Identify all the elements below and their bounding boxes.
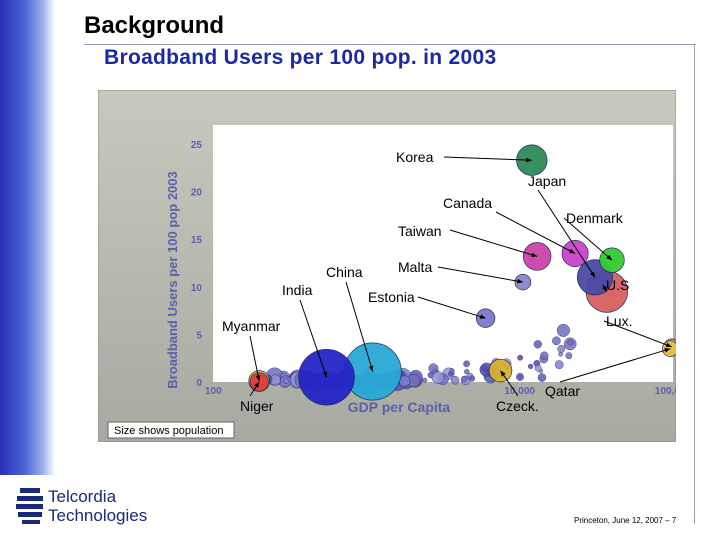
background-country-bubble bbox=[517, 354, 524, 361]
label-denmark: Denmark bbox=[566, 210, 624, 226]
size-note-box bbox=[107, 421, 235, 439]
background-country-bubble bbox=[468, 375, 476, 382]
background-country-bubble bbox=[460, 375, 468, 383]
background-country-bubble bbox=[534, 364, 542, 372]
point-malta bbox=[514, 273, 532, 291]
background-country-bubble bbox=[552, 336, 561, 346]
background-country-bubble bbox=[557, 344, 566, 353]
pointer-myanmar bbox=[249, 335, 260, 382]
x-tick-label: 100 bbox=[205, 386, 222, 397]
pointer-japan-arrowhead bbox=[590, 271, 595, 278]
annotation-pointers bbox=[249, 156, 672, 397]
x-tick-label: 10,000 bbox=[504, 386, 535, 397]
logo-line-telcordia: Telcordia bbox=[48, 487, 117, 506]
slide-title: Background bbox=[84, 12, 225, 39]
pointer-india-arrowhead bbox=[322, 371, 327, 378]
background-country-bubble bbox=[464, 368, 470, 375]
label-india: India bbox=[282, 282, 313, 298]
background-country-bubble bbox=[567, 339, 574, 346]
pointer-czeck-arrowhead bbox=[500, 370, 506, 377]
y-tick-label: 15 bbox=[191, 235, 203, 246]
pointer-myanmar-arrowhead bbox=[255, 375, 261, 381]
y-tick-label: 0 bbox=[196, 378, 202, 389]
background-country-bubble bbox=[450, 375, 460, 385]
label-china: China bbox=[326, 264, 363, 280]
pointer-china-arrowhead bbox=[368, 365, 374, 372]
label-us: U.S bbox=[606, 277, 629, 293]
y-tick-label: 5 bbox=[196, 330, 202, 341]
background-country-bubble bbox=[428, 363, 439, 374]
pointer-canada bbox=[495, 211, 576, 254]
background-country-bubble bbox=[431, 371, 445, 384]
pointer-niger-arrowhead bbox=[254, 382, 260, 388]
logo-line-technologies: Technologies bbox=[48, 506, 148, 525]
background-country-bubble bbox=[516, 372, 524, 381]
background-country-bubble bbox=[556, 323, 570, 337]
label-myanmar: Myanmar bbox=[222, 318, 281, 334]
title-divider bbox=[84, 44, 696, 45]
point-estonia bbox=[475, 308, 496, 328]
pointer-malta bbox=[437, 266, 523, 283]
pointer-japan bbox=[537, 189, 596, 278]
background-country-bubble bbox=[282, 377, 290, 384]
pointer-korea bbox=[443, 156, 532, 161]
pointer-india bbox=[299, 299, 327, 378]
label-qatar: Qatar bbox=[545, 383, 580, 399]
x-tick-label: 100,000 bbox=[655, 386, 676, 397]
pointer-lux bbox=[603, 320, 672, 348]
pointer-qatar bbox=[559, 348, 671, 383]
label-malta: Malta bbox=[398, 259, 432, 275]
y-tick-label: 10 bbox=[191, 283, 203, 294]
left-accent-bar bbox=[0, 0, 55, 475]
telcordia-logo-icon bbox=[16, 488, 43, 524]
slide-subtitle: Broadband Users per 100 pop. in 2003 bbox=[104, 46, 497, 69]
pointer-korea-arrowhead bbox=[526, 157, 532, 163]
pointer-canada-arrowhead bbox=[569, 248, 576, 254]
pointer-malta-arrowhead bbox=[517, 278, 523, 284]
point-denmark bbox=[599, 247, 625, 273]
background-country-bubble bbox=[565, 352, 573, 360]
label-japan: Japan bbox=[528, 173, 566, 189]
background-country-bubble bbox=[554, 360, 564, 370]
background-country-bubble bbox=[537, 373, 547, 382]
label-taiwan: Taiwan bbox=[398, 223, 442, 239]
background-country-bubble bbox=[527, 363, 534, 370]
pointer-estonia-arrowhead bbox=[479, 314, 486, 319]
x-axis-label: GDP per Capita bbox=[348, 399, 451, 415]
label-canada: Canada bbox=[443, 195, 492, 211]
background-country-bubble bbox=[449, 368, 455, 374]
pointer-china bbox=[345, 281, 374, 372]
y-tick-label: 25 bbox=[191, 140, 203, 151]
y-axis-label: Broadband Users per 100 pop 2003 bbox=[165, 171, 180, 388]
pointer-denmark-arrowhead bbox=[606, 254, 612, 261]
pointer-us-arrowhead bbox=[602, 285, 607, 292]
label-lux: Lux. bbox=[606, 313, 632, 329]
label-niger: Niger bbox=[240, 398, 274, 414]
label-estonia: Estonia bbox=[368, 289, 415, 305]
right-divider bbox=[694, 44, 695, 524]
slide-footer: Princeton, June 12, 2007 – 7 bbox=[574, 516, 677, 525]
pointer-qatar-arrowhead bbox=[664, 348, 671, 353]
background-country-bubble bbox=[533, 340, 542, 349]
pointer-denmark bbox=[563, 217, 613, 261]
company-logo-text: Telcordia Technologies bbox=[48, 487, 147, 525]
label-czeck: Czeck. bbox=[496, 398, 539, 414]
background-country-bubble bbox=[422, 377, 428, 383]
label-korea: Korea bbox=[396, 149, 434, 165]
y-tick-label: 20 bbox=[191, 188, 203, 199]
background-country-bubble bbox=[463, 360, 470, 368]
pointer-lux-arrowhead bbox=[665, 342, 672, 347]
background-country-bubble bbox=[540, 351, 549, 360]
pointer-taiwan-arrowhead bbox=[531, 252, 538, 257]
point-taiwan bbox=[522, 242, 552, 271]
pointer-taiwan bbox=[449, 229, 538, 257]
size-note: Size shows population bbox=[114, 425, 223, 437]
pointer-estonia bbox=[417, 296, 486, 319]
y-axis-ticks: 0 5 10 15 20 25 bbox=[191, 140, 203, 389]
plot-area bbox=[213, 125, 673, 382]
